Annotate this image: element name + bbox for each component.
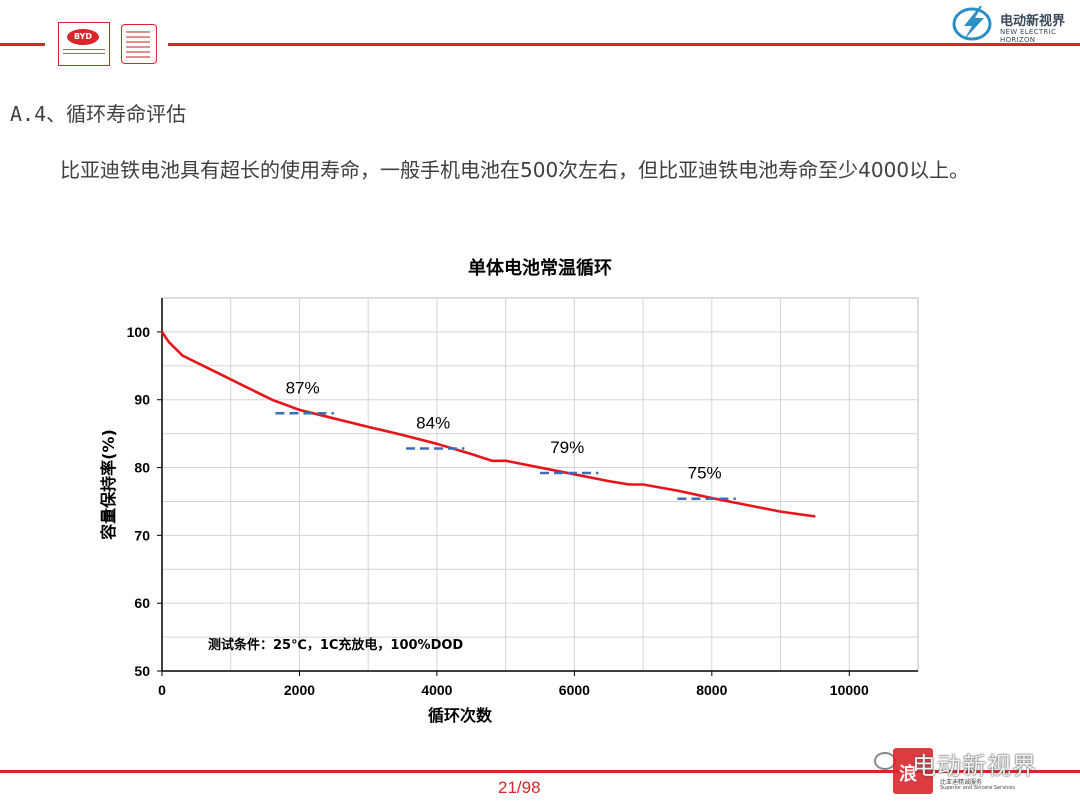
- cycle-life-chart: 0 2000 4000 6000 8000 10000 50 60 70 80 90 100 单体电池常…: [0, 240, 1080, 740]
- byd-logo: BYD: [58, 22, 110, 66]
- x-tick-label: 4000: [421, 682, 452, 698]
- x-axis-title: 循环次数: [428, 706, 493, 725]
- x-tick-label: 10000: [830, 682, 869, 698]
- data-point: [367, 426, 369, 428]
- data-point: [168, 341, 170, 343]
- data-point: [298, 409, 301, 411]
- data-point: [243, 385, 246, 387]
- data-point: [814, 515, 816, 518]
- x-tick-label: 0: [158, 682, 166, 698]
- y-tick-label: 80: [134, 460, 150, 476]
- chart-title: 单体电池常温循环: [468, 257, 612, 279]
- test-conditions: 测试条件：25℃，1C充放电，100%DOD: [208, 637, 463, 653]
- ev-logo-subtitle: NEW ELECTRIC HORIZON: [1000, 28, 1057, 44]
- retention-label: 75%: [688, 464, 722, 483]
- x-tick-label: 6000: [559, 682, 590, 698]
- y-tick-label: 90: [134, 392, 150, 408]
- footer-rule: [0, 770, 1080, 773]
- data-point: [745, 504, 747, 506]
- data-point: [470, 453, 473, 455]
- plot-area: [161, 297, 919, 672]
- data-point: [539, 466, 541, 469]
- header-rule-left: [0, 43, 45, 46]
- byd-logo-mark: BYD: [67, 29, 99, 45]
- data-point: [628, 483, 631, 486]
- byd-logo-tagline: [63, 49, 105, 54]
- header-rule-right: [168, 43, 1080, 46]
- retention-label: 87%: [286, 378, 320, 397]
- data-point: [181, 354, 184, 357]
- data-point: [642, 483, 644, 486]
- y-tick-label: 70: [134, 527, 150, 543]
- data-point: [676, 489, 679, 492]
- data-point: [504, 459, 507, 462]
- watermark-seal: 浪: [893, 748, 933, 794]
- retention-label: 79%: [550, 438, 584, 457]
- y-tick-label: 50: [134, 663, 150, 679]
- data-point: [195, 361, 198, 364]
- chart-canvas: 0 2000 4000 6000 8000 10000 50 60 70 80 90 100 单体电池常…: [99, 257, 919, 725]
- retention-label: 84%: [416, 414, 450, 433]
- ev-horizon-logo: 电动新视界 NEW ELECTRIC HORIZON: [950, 2, 1076, 44]
- y-tick-label: 60: [134, 595, 150, 611]
- x-tick-label: 2000: [284, 682, 315, 698]
- ev-logo-name: 电动新视界: [1000, 14, 1066, 29]
- watermark-text: 电动新视界: [912, 752, 1037, 780]
- watermark-subtitle-en: Superior and Sincere Services: [940, 785, 1015, 791]
- data-point: [401, 434, 404, 436]
- data-point: [216, 371, 218, 374]
- data-point: [436, 443, 438, 445]
- page-number: 21/98: [498, 778, 541, 797]
- y-axis-title: 容量保持率(%): [99, 429, 118, 541]
- data-point: [326, 415, 328, 418]
- section-heading: A.4、循环寿命评估: [10, 102, 187, 126]
- y-tick-label: 100: [127, 324, 151, 340]
- data-point: [491, 459, 493, 462]
- watermark-subtitle-cn: 比亚迪精诚服务: [940, 779, 983, 786]
- data-point: [161, 331, 163, 333]
- data-point: [607, 480, 610, 482]
- data-point: [271, 398, 273, 401]
- x-tick-label: 8000: [696, 682, 727, 698]
- lightning-globe-icon: [952, 6, 992, 41]
- calligraphy-seal: [118, 22, 158, 64]
- body-paragraph: 比亚迪铁电池具有超长的使用寿命，一般手机电池在500次左右，但比亚迪铁电池寿命至…: [60, 158, 970, 182]
- data-point: [779, 510, 782, 513]
- watermark: 浪 电动新视界 比亚迪精诚服务 Superior and Sincere Ser…: [868, 740, 1068, 800]
